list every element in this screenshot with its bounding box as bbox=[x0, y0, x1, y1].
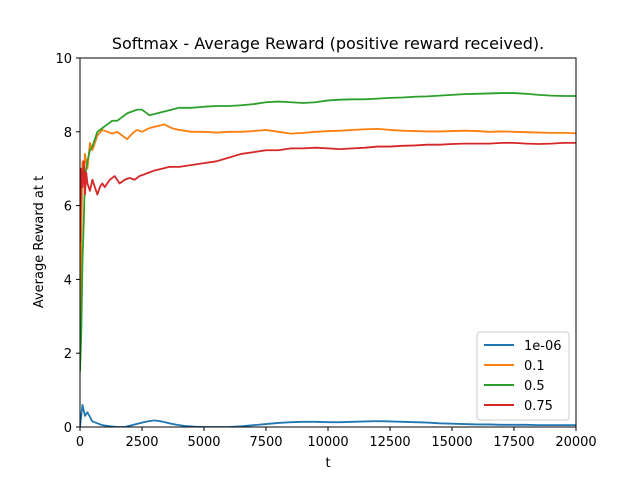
series-line-0 bbox=[80, 403, 576, 427]
legend-label-2: 0.5 bbox=[524, 379, 545, 394]
y-tick-label: 2 bbox=[64, 347, 72, 362]
series-lines bbox=[80, 92, 576, 427]
x-tick-label: 15000 bbox=[431, 435, 472, 450]
y-tick-label: 8 bbox=[64, 126, 72, 141]
plot-area bbox=[79, 57, 577, 428]
x-tick-label: 5000 bbox=[187, 435, 220, 450]
y-tick-label: 6 bbox=[64, 200, 72, 215]
x-tick-label: 17500 bbox=[493, 435, 534, 450]
legend-box bbox=[476, 331, 570, 421]
x-tick-label: 12500 bbox=[369, 435, 410, 450]
series-line-1 bbox=[80, 123, 576, 354]
x-tick-label: 20000 bbox=[555, 435, 596, 450]
legend: 1e-06 0.1 0.5 0.75 bbox=[476, 331, 570, 421]
x-tick-label: 10000 bbox=[307, 435, 348, 450]
legend-label-1: 0.1 bbox=[524, 359, 545, 374]
legend-label-0: 1e-06 bbox=[524, 339, 562, 354]
y-tick-label: 10 bbox=[55, 52, 72, 67]
legend-label-3: 0.75 bbox=[524, 399, 553, 414]
series-line-2 bbox=[80, 92, 576, 372]
series-line-3 bbox=[80, 141, 576, 243]
x-axis: 0 2500 5000 7500 10000 12500 15000 17500 20000 bbox=[76, 427, 597, 450]
x-tick-label: 7500 bbox=[249, 435, 282, 450]
y-tick-label: 0 bbox=[64, 421, 72, 436]
y-axis: 0 2 4 6 8 10 bbox=[55, 52, 80, 436]
x-tick-label: 2500 bbox=[125, 435, 158, 450]
y-tick-label: 4 bbox=[64, 273, 72, 288]
y-axis-label: Average Reward at t bbox=[32, 176, 47, 308]
chart-title: Softmax - Average Reward (positive rewar… bbox=[112, 34, 544, 53]
x-tick-label: 0 bbox=[76, 435, 84, 450]
x-axis-label: t bbox=[325, 456, 330, 471]
